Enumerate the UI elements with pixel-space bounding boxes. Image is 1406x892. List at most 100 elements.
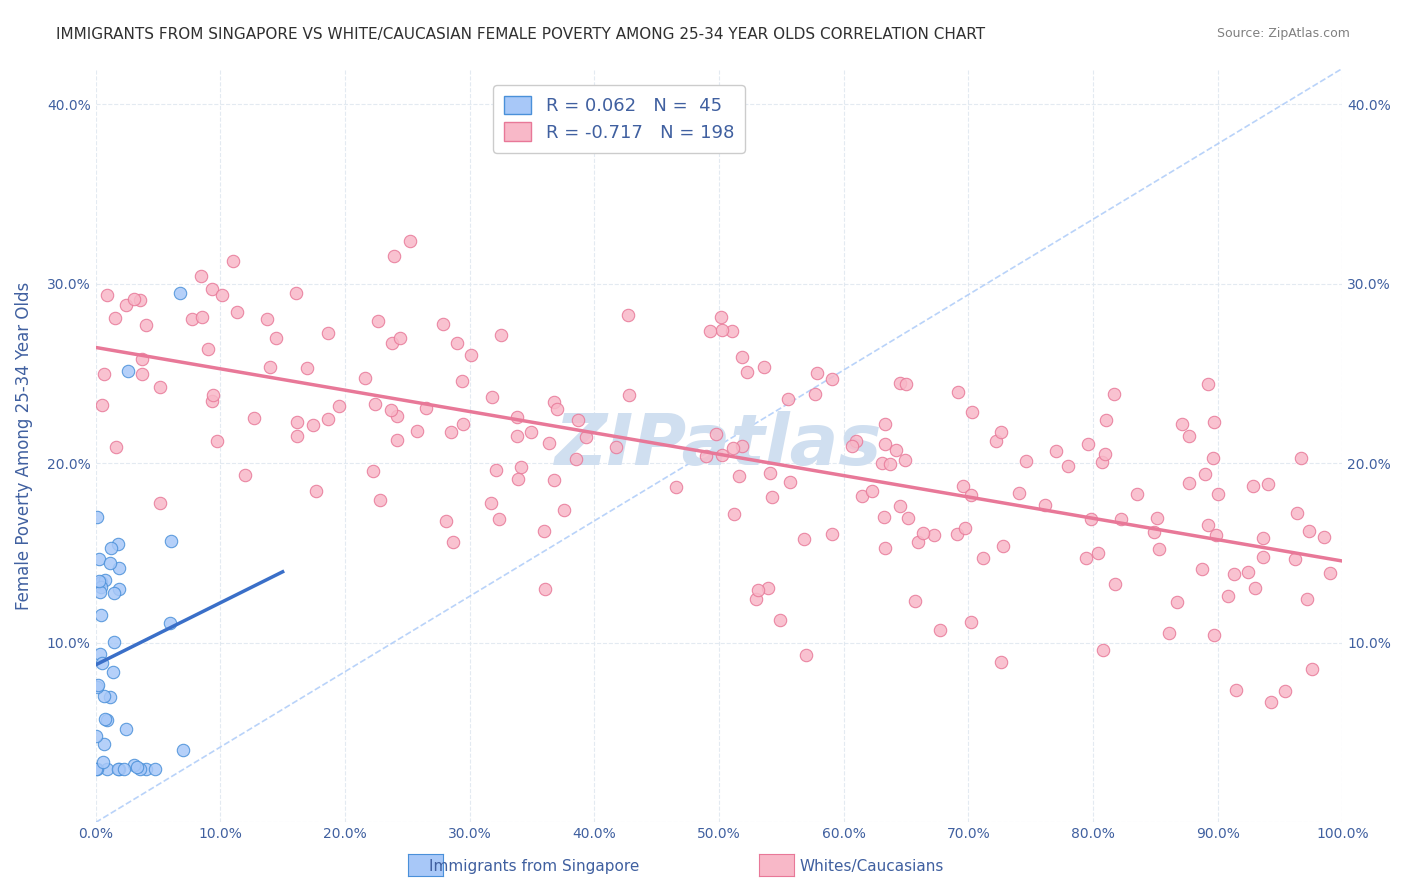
- Point: [1146, 511, 1168, 525]
- Text: Immigrants from Singapore: Immigrants from Singapore: [429, 859, 640, 874]
- Point: [793, 532, 815, 546]
- Point: [508, 472, 530, 486]
- Point: [543, 395, 565, 409]
- Point: [889, 376, 911, 391]
- Point: [93, 573, 115, 587]
- Point: [1301, 662, 1323, 676]
- Point: [553, 503, 575, 517]
- Point: [86, 729, 108, 743]
- Point: [546, 402, 568, 417]
- Point: [135, 762, 157, 776]
- Point: [1237, 565, 1260, 579]
- Point: [665, 480, 688, 494]
- Point: [731, 350, 754, 364]
- Point: [432, 317, 454, 331]
- Point: [256, 311, 278, 326]
- Point: [1223, 567, 1246, 582]
- Point: [96, 288, 118, 302]
- Point: [190, 269, 212, 284]
- Point: [506, 409, 529, 424]
- Point: [1319, 566, 1341, 580]
- Point: [1104, 387, 1126, 401]
- Point: [1015, 454, 1038, 468]
- Point: [367, 314, 389, 328]
- Point: [804, 386, 827, 401]
- Point: [285, 428, 308, 442]
- Point: [87, 678, 110, 692]
- Point: [1178, 429, 1201, 443]
- Point: [197, 342, 219, 356]
- Point: [90, 581, 112, 595]
- Point: [509, 459, 531, 474]
- Point: [129, 762, 152, 776]
- Point: [1197, 377, 1219, 392]
- Point: [201, 393, 224, 408]
- Point: [986, 434, 1008, 449]
- Point: [145, 762, 167, 776]
- Point: [953, 521, 976, 535]
- Point: [959, 488, 981, 502]
- Point: [96, 762, 118, 776]
- Point: [406, 424, 429, 438]
- Point: [122, 758, 145, 772]
- Point: [295, 360, 318, 375]
- Point: [285, 415, 308, 429]
- Point: [90, 607, 112, 622]
- Point: [769, 613, 792, 627]
- Point: [1260, 695, 1282, 709]
- Point: [747, 582, 769, 597]
- Point: [873, 510, 896, 524]
- Point: [990, 655, 1012, 669]
- Point: [1094, 447, 1116, 461]
- Point: [879, 457, 901, 471]
- Point: [305, 484, 328, 499]
- Point: [821, 527, 844, 541]
- Point: [875, 541, 897, 555]
- Point: [149, 496, 172, 510]
- Point: [904, 594, 927, 608]
- Point: [1285, 506, 1308, 520]
- Point: [89, 575, 111, 590]
- Point: [1204, 628, 1226, 642]
- Point: [1166, 595, 1188, 609]
- Point: [129, 293, 152, 308]
- Point: [752, 359, 775, 374]
- Point: [1289, 450, 1312, 465]
- Point: [488, 512, 510, 526]
- Point: [1194, 467, 1216, 481]
- Point: [451, 417, 474, 432]
- Point: [264, 331, 287, 345]
- Point: [761, 490, 783, 504]
- Point: [745, 591, 768, 606]
- Point: [107, 582, 129, 597]
- Point: [1296, 591, 1319, 606]
- Point: [1092, 642, 1115, 657]
- Point: [149, 380, 172, 394]
- Point: [84, 762, 107, 776]
- Point: [159, 615, 181, 630]
- Point: [723, 507, 745, 521]
- Point: [1104, 577, 1126, 591]
- Point: [108, 762, 131, 776]
- Point: [484, 463, 506, 477]
- Point: [575, 429, 598, 443]
- Point: [328, 399, 350, 413]
- Point: [125, 760, 148, 774]
- Point: [115, 722, 138, 736]
- Point: [1076, 551, 1098, 566]
- Point: [1094, 412, 1116, 426]
- Point: [1202, 415, 1225, 429]
- Point: [89, 647, 111, 661]
- Point: [1008, 486, 1031, 500]
- Point: [122, 292, 145, 306]
- Point: [460, 348, 482, 362]
- Point: [564, 452, 586, 467]
- Point: [441, 534, 464, 549]
- Point: [860, 483, 883, 498]
- Point: [101, 665, 124, 680]
- Point: [1087, 546, 1109, 560]
- Point: [695, 449, 717, 463]
- Point: [302, 417, 325, 432]
- Point: [382, 249, 405, 263]
- Point: [316, 326, 339, 340]
